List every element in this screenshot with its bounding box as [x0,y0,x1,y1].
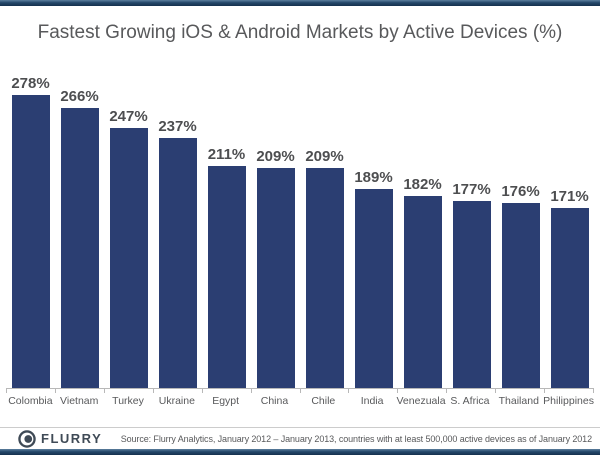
bar-column: 189% [349,169,398,388]
bar [501,203,540,388]
bar-column: 266% [55,88,104,388]
bar [305,168,344,388]
bar-value-label: 189% [354,169,393,186]
axis-tick [446,389,495,393]
bar-value-label: 171% [550,188,589,205]
x-axis-ticks [6,389,595,393]
bar-value-label: 247% [109,108,148,125]
bar-column: 211% [202,146,251,388]
x-axis-line [6,388,594,389]
source-attribution: Source: Flurry Analytics, January 2012 –… [120,433,592,444]
bar-column: 209% [300,148,349,388]
x-axis-labels: Colombia Vietnam Turkey Ukraine Egypt China Ch… [6,395,594,409]
category-label: Egypt [212,395,240,407]
axis-tick [54,389,104,393]
category-label: Venezuala [396,395,446,407]
plot-area: 278% 266% 247% 237% 211% 209% 209% 189% 182% 177%… [6,45,594,388]
flurry-logo: FLURRY [18,429,103,448]
category-label: Philippines [543,395,594,407]
bar [452,201,491,388]
axis-tick [299,389,349,393]
footer-divider [0,427,600,428]
bar [60,108,99,388]
axis-tick [544,389,595,393]
bottom-border-strip [0,449,600,455]
axis-tick [103,389,153,393]
bar-column: 182% [398,176,447,388]
chart-title: Fastest Growing iOS & Android Markets by… [37,22,563,43]
bar-value-label: 237% [158,118,197,135]
footer: FLURRY Source: Flurry Analytics, January… [0,428,600,449]
axis-tick [152,389,202,393]
bar-column: 209% [251,148,300,388]
bar-column: 247% [104,108,153,388]
category-label: Ukraine [158,395,195,407]
bar-value-label: 176% [501,183,540,200]
bar-column: 176% [496,183,545,388]
bar-value-label: 209% [256,148,295,165]
bar-column: 237% [153,118,202,388]
bar-value-label: 182% [403,176,442,193]
bar [354,189,393,388]
bar [256,168,295,388]
bar-column: 278% [6,75,55,388]
category-label: Thailand [498,395,539,407]
axis-tick [397,389,446,393]
axis-tick [250,389,300,393]
bar [109,128,148,388]
flurry-logo-text: FLURRY [41,431,103,446]
top-border-strip [0,0,600,6]
category-label: India [360,395,384,407]
axis-tick [201,389,251,393]
bar-column: 171% [545,188,594,388]
category-label: S. Africa [450,395,490,407]
bar-value-label: 211% [207,146,246,163]
axis-tick [348,389,397,393]
category-label: Turkey [112,395,144,407]
bar [158,138,197,388]
flurry-swirl-icon [18,429,36,448]
axis-tick [495,389,544,393]
bar [550,208,589,388]
bar-column: 177% [447,181,496,388]
bar-value-label: 278% [11,75,50,92]
category-label: Colombia [8,395,53,407]
bar [11,95,50,388]
bar-value-label: 209% [305,148,344,165]
category-label: China [260,395,289,407]
category-label: Chile [311,395,336,407]
bar [207,166,246,388]
footer-spacer [0,409,600,427]
bar-value-label: 177% [452,181,491,198]
axis-tick [6,389,55,393]
category-label: Vietnam [60,395,99,407]
bar-value-label: 266% [60,88,99,105]
bar [403,196,442,388]
